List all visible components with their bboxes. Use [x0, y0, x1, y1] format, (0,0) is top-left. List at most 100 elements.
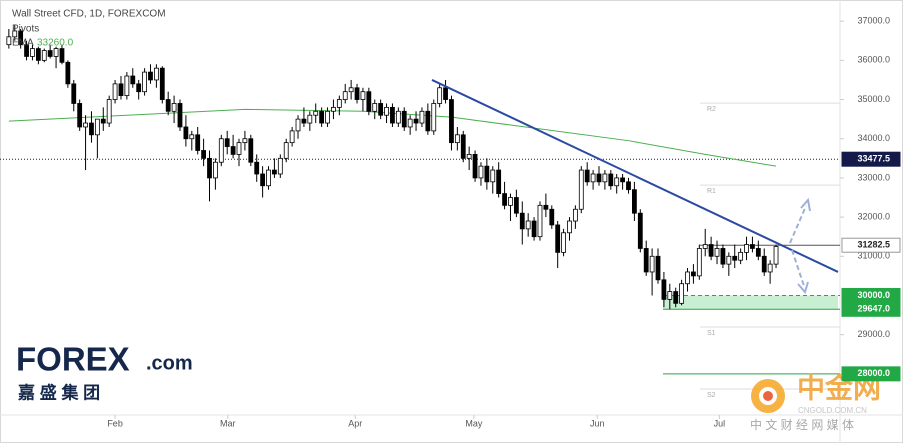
candle-body [390, 106, 395, 124]
candle-body [490, 169, 496, 183]
candle-body [750, 244, 755, 249]
candle-body [6, 36, 12, 46]
candle-body [283, 142, 289, 159]
y-tick-label: 31000.0 [857, 251, 890, 261]
pivot-label: S2 [707, 392, 716, 399]
candle-body [218, 138, 224, 163]
candle-body [189, 134, 195, 140]
candle-body [342, 91, 348, 100]
candle-body [35, 48, 41, 61]
legend-value: 33260.0 [37, 38, 74, 49]
price-tag-label: 28000.0 [857, 368, 890, 378]
price-tag-label: 30000.0 [857, 290, 890, 300]
y-tick-label: 33000.0 [857, 172, 890, 182]
candle-body [413, 118, 419, 124]
chart-title: Wall Street CFD, 1D, FOREXCOM [12, 9, 166, 20]
candle-body [649, 255, 655, 273]
candle-body [608, 173, 614, 187]
candle-body [685, 271, 690, 285]
candle-body [472, 154, 478, 179]
candle-body [667, 291, 673, 300]
candle-body [431, 103, 437, 132]
candle-body [24, 44, 29, 57]
x-tick-label: May [465, 418, 483, 428]
candle-body [525, 220, 531, 230]
candle-body [596, 173, 602, 183]
candle-body [295, 118, 301, 132]
candle-body [449, 99, 454, 144]
candle-body [254, 161, 260, 175]
candle-body [301, 118, 307, 124]
x-tick-label: Apr [348, 418, 362, 428]
trendline [431, 79, 839, 273]
candle-body [726, 255, 732, 265]
zone [663, 295, 838, 310]
candle-body [696, 248, 702, 277]
candle-body [336, 99, 342, 108]
candle-body [213, 161, 218, 179]
y-tick-label: 35000.0 [857, 94, 890, 104]
pivot-label: S1 [707, 330, 716, 337]
logo-brand: FOREX [16, 341, 130, 378]
candle-body [41, 50, 47, 61]
candle-body [289, 130, 295, 144]
candle-body [496, 169, 502, 194]
candle-body [578, 169, 584, 210]
candle-body [419, 110, 425, 124]
candle-body [372, 103, 378, 112]
candle-body [207, 157, 212, 179]
candle-body [124, 75, 130, 97]
logo: FOREX .com 嘉 盛 集 团 [16, 341, 193, 403]
candle-body [637, 212, 643, 249]
price-tag-label: 33477.5 [857, 154, 890, 164]
price-tag [841, 237, 901, 253]
candle-body [177, 103, 183, 128]
candle-body [224, 138, 230, 147]
candle-body [313, 110, 319, 116]
candle-body [590, 173, 596, 183]
y-tick-label: 34000.0 [857, 133, 890, 143]
candle-body [106, 99, 112, 124]
candle-body [53, 48, 59, 57]
arrow-down [791, 249, 805, 287]
candle-body [531, 220, 537, 238]
candle-body [732, 255, 738, 261]
legend-label: EMA [12, 38, 34, 49]
price-tag-label: 29647.0 [857, 304, 890, 314]
candle-body [71, 83, 77, 104]
candle-body [18, 30, 24, 46]
candle-body [738, 251, 744, 261]
candle-body [478, 165, 484, 179]
candle-body [100, 118, 106, 124]
candle-body [307, 114, 313, 124]
candle-body [348, 87, 354, 93]
pivot-label: R2 [707, 106, 716, 113]
x-tick-label: Jul [714, 418, 726, 428]
candle-body [195, 134, 201, 151]
candle-body [65, 61, 71, 85]
candle-body [702, 244, 708, 249]
candle-body [543, 204, 549, 210]
candle-body [708, 244, 714, 257]
candle-body [266, 169, 271, 187]
candle-body [277, 157, 283, 175]
candle-body [632, 189, 637, 214]
candle-body [537, 204, 543, 238]
candle-body [325, 110, 330, 124]
candle-body [331, 106, 336, 112]
candle-body [460, 134, 466, 159]
y-tick-label: 36000.0 [857, 55, 890, 65]
watermark-icon [763, 391, 773, 401]
candle-body [755, 248, 761, 257]
candle-body [425, 110, 431, 132]
x-tick-label: Feb [107, 418, 123, 428]
candle-body [555, 224, 561, 253]
x-tick-label: Mar [220, 418, 236, 428]
candle-body [401, 110, 407, 128]
logo-suffix: .com [146, 352, 193, 374]
candle-body [519, 212, 525, 230]
candle-body [130, 75, 136, 85]
candle-body [508, 197, 513, 206]
candle-body [112, 83, 118, 100]
